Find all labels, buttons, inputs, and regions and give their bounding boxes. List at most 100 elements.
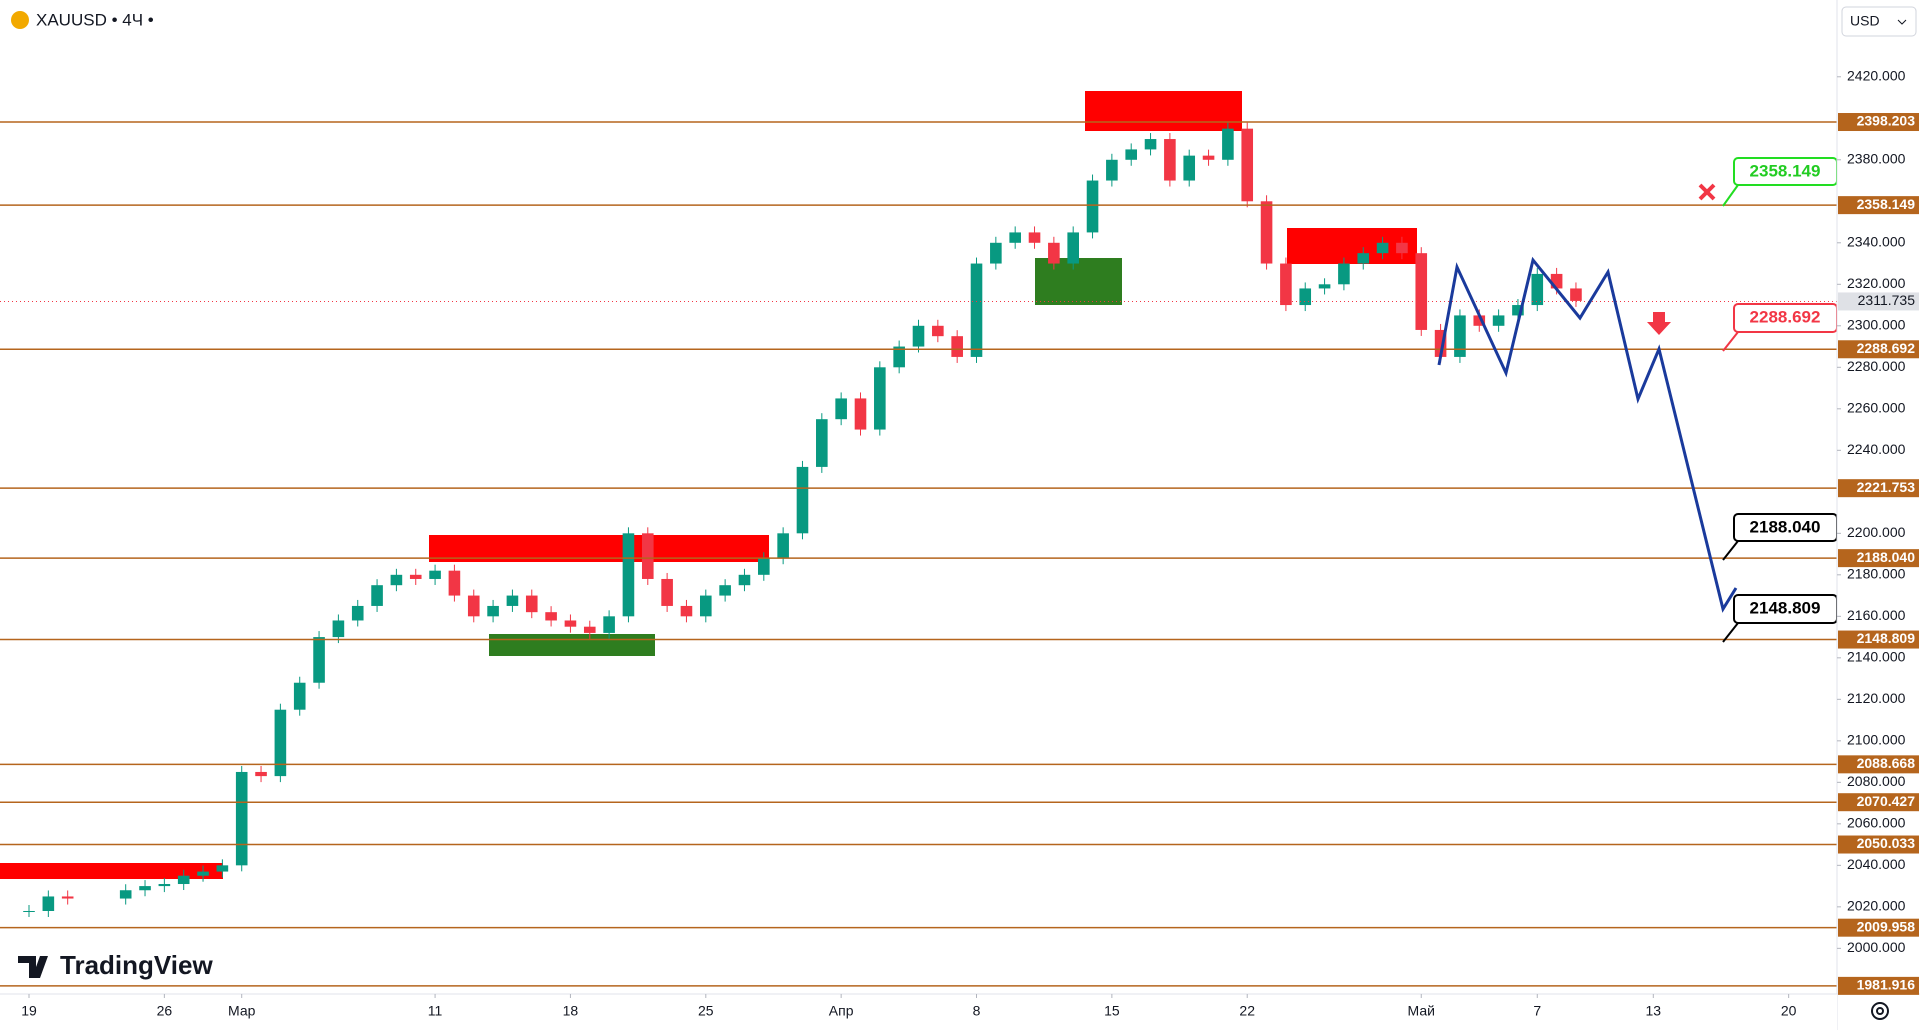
x-tick-label: 15 xyxy=(1104,1003,1120,1019)
y-tick-label: 2140.000 xyxy=(1847,649,1906,665)
candle xyxy=(1125,149,1138,160)
candle xyxy=(216,865,229,872)
level-label-box xyxy=(1838,755,1919,774)
candle xyxy=(177,875,190,885)
candle xyxy=(1067,232,1079,264)
x-tick-label: Май xyxy=(1408,1003,1435,1019)
callouts: 2358.149 2288.692 2188.040 2148.809 xyxy=(1722,157,1838,643)
x-tick-label: Мар xyxy=(228,1003,256,1019)
candle xyxy=(1260,201,1273,264)
candle xyxy=(1570,288,1582,301)
candle xyxy=(332,620,345,638)
candle xyxy=(1415,253,1428,330)
candle xyxy=(777,533,789,559)
candle xyxy=(699,595,712,617)
y-tick-label: 2320.000 xyxy=(1847,275,1906,291)
candle xyxy=(525,595,538,613)
candle xyxy=(1086,180,1099,233)
level-label-box xyxy=(1838,549,1919,568)
candle xyxy=(835,398,847,420)
settings-icon[interactable] xyxy=(1871,1002,1889,1020)
level-label-box xyxy=(1838,918,1919,937)
candle xyxy=(641,533,654,579)
level-label-box xyxy=(1838,835,1919,854)
supply-zone xyxy=(0,863,223,879)
candle xyxy=(23,910,35,912)
candle xyxy=(119,890,132,899)
level-label: 2288.692 xyxy=(1857,340,1916,356)
x-tick-label: Апр xyxy=(829,1003,854,1019)
y-tick-label: 2020.000 xyxy=(1847,898,1906,914)
y-tick-label: 2260.000 xyxy=(1847,400,1906,416)
x-tick-label: 19 xyxy=(21,1003,37,1019)
candle xyxy=(874,367,886,430)
level-label: 2050.033 xyxy=(1857,835,1916,851)
candle xyxy=(1550,273,1563,289)
y-tick-label: 2120.000 xyxy=(1847,690,1906,706)
x-tick-label: 7 xyxy=(1533,1003,1541,1019)
y-tick-label: 2240.000 xyxy=(1847,441,1906,457)
level-label: 2088.668 xyxy=(1857,755,1916,771)
candle xyxy=(1454,315,1466,357)
cross-mark xyxy=(1698,183,1716,201)
candle xyxy=(1202,155,1215,160)
candle xyxy=(1531,273,1544,306)
candle xyxy=(274,709,287,777)
candle xyxy=(390,574,403,586)
level-label: 2009.958 xyxy=(1857,918,1916,934)
candle xyxy=(545,612,557,621)
candle xyxy=(680,605,693,617)
x-tick-label: 22 xyxy=(1239,1003,1255,1019)
symbol-title: XAUUSD • 4Ч • xyxy=(36,10,154,29)
candle xyxy=(1280,263,1292,306)
candle xyxy=(1144,139,1157,150)
candle xyxy=(1492,315,1505,326)
last-price-box xyxy=(1838,292,1919,311)
y-tick-label: 2380.000 xyxy=(1847,150,1906,166)
plot xyxy=(0,121,1837,987)
level-label: 1981.916 xyxy=(1857,977,1916,993)
candle xyxy=(61,896,74,899)
y-tick-label: 2200.000 xyxy=(1847,524,1906,540)
y-tick-label: 2420.000 xyxy=(1847,67,1906,83)
level-label: 2188.040 xyxy=(1857,549,1916,565)
candle xyxy=(951,336,963,357)
candle xyxy=(1028,232,1041,243)
level-label-box xyxy=(1838,793,1919,812)
dropdown-icon[interactable] xyxy=(1897,19,1907,25)
level-label-box xyxy=(1838,479,1919,498)
callout-label: 2188.040 xyxy=(1750,517,1821,536)
y-tick-label: 2100.000 xyxy=(1847,732,1906,748)
price-axis xyxy=(1837,0,1920,1030)
x-tick-label: 11 xyxy=(428,1003,443,1019)
level-label: 2148.809 xyxy=(1857,630,1916,646)
level-label-box xyxy=(1838,976,1919,995)
level-label: 2070.427 xyxy=(1857,793,1916,809)
candle xyxy=(854,398,867,430)
candle xyxy=(313,637,325,683)
y-tick-label: 2040.000 xyxy=(1847,856,1906,872)
candle xyxy=(738,574,751,586)
candle xyxy=(1357,253,1370,264)
currency-select[interactable] xyxy=(1841,6,1917,37)
candle xyxy=(970,263,983,357)
candle xyxy=(796,466,809,534)
supply-zone xyxy=(1287,228,1417,264)
y-tick-label: 2280.000 xyxy=(1847,358,1906,374)
candle xyxy=(1164,139,1176,181)
candle xyxy=(1338,263,1350,285)
y-tick-label: 2300.000 xyxy=(1847,317,1906,333)
x-tick-label: 8 xyxy=(973,1003,981,1019)
candle xyxy=(622,533,635,617)
candle xyxy=(893,346,905,368)
logo: TradingView xyxy=(60,950,213,980)
candle xyxy=(1241,128,1254,202)
x-tick-label: 26 xyxy=(157,1003,173,1019)
candle xyxy=(1376,242,1389,254)
currency-label[interactable]: USD xyxy=(1850,13,1880,29)
y-tick-label: 2180.000 xyxy=(1847,566,1906,582)
candle xyxy=(1318,284,1331,289)
candle xyxy=(506,595,519,606)
candle xyxy=(816,419,828,467)
